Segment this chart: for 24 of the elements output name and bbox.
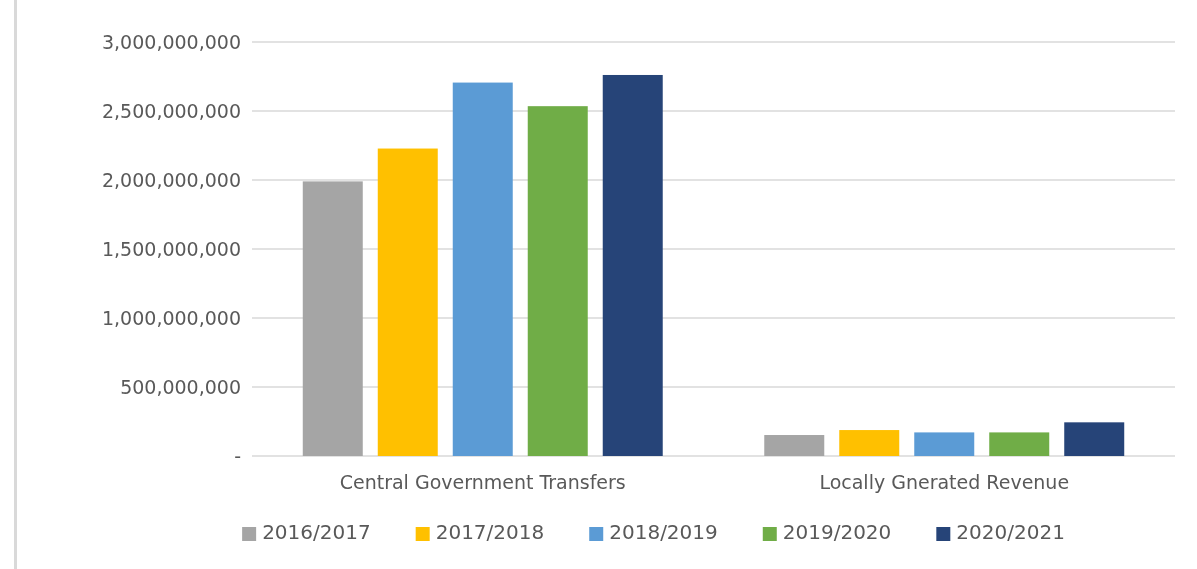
legend-label: 2020/2021 <box>956 520 1065 544</box>
bar <box>602 74 663 456</box>
legend-label: 2019/2020 <box>782 520 892 544</box>
legend-label: 2017/2018 <box>435 520 545 544</box>
bar <box>1064 422 1125 456</box>
y-tick-label: 1,000,000,000 <box>101 306 241 329</box>
x-tick-label: Locally Gnerated Revenue <box>819 471 1070 494</box>
bar <box>377 148 438 456</box>
y-tick-label: 2,500,000,000 <box>101 99 241 122</box>
y-tick-label: 1,500,000,000 <box>101 237 241 260</box>
y-tick-label: - <box>234 444 241 467</box>
bar <box>302 181 363 456</box>
bar <box>989 432 1050 456</box>
legend-label: 2016/2017 <box>262 520 371 544</box>
y-tick-label: 2,000,000,000 <box>101 168 241 191</box>
bar <box>839 430 900 456</box>
bar <box>527 106 588 456</box>
bar <box>764 435 825 456</box>
y-tick-label: 3,000,000,000 <box>101 30 241 53</box>
x-tick-label: Central Government Transfers <box>339 471 626 494</box>
bar <box>914 432 975 456</box>
bar <box>452 82 513 456</box>
legend-label: 2018/2019 <box>609 520 718 544</box>
y-tick-label: 500,000,000 <box>120 375 241 398</box>
